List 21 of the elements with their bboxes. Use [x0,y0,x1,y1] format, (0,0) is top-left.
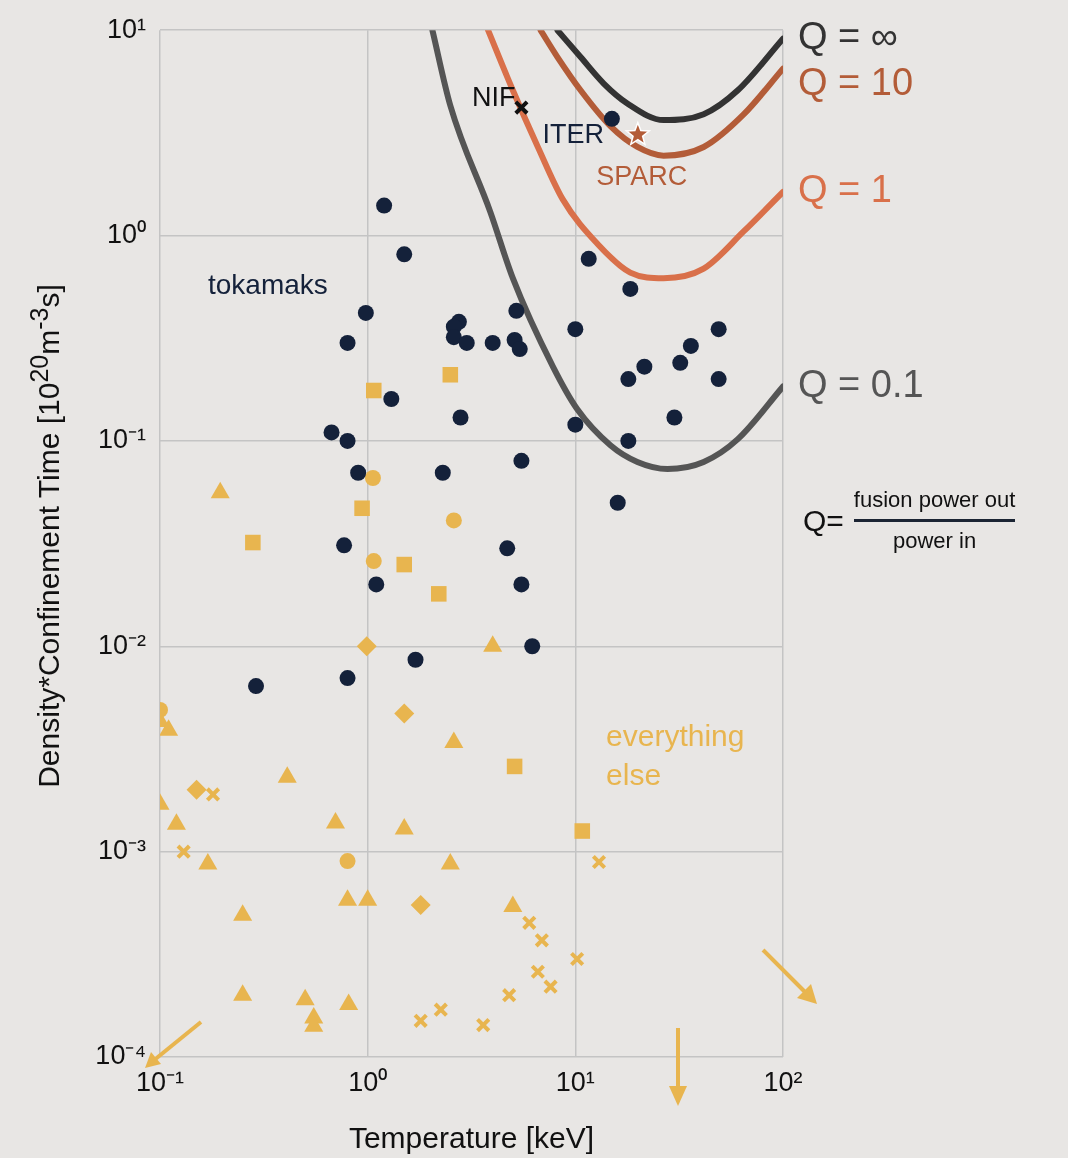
series-label: Q = 1 [798,168,892,211]
text: fusion power out [853,487,1016,522]
series-label: ITER [542,118,604,149]
series-label: tokamaks [207,269,328,301]
y-tick-label: 10¹ [106,13,146,44]
text: everything else [606,718,745,791]
y-tick-label: 10⁻¹ [97,424,146,455]
y-tick-label: 10⁰ [106,219,146,250]
x-axis-title: Temperature [keV] [348,1121,595,1155]
y-tick-label: 10⁻² [97,629,146,660]
x-tick-label: 10² [763,1066,803,1097]
series-label: Q = ∞ [798,15,898,58]
y-tick-label: 10⁻³ [97,835,146,866]
series-label: SPARC [596,160,688,191]
x-tick-label: 10¹ [555,1066,595,1097]
series-label: Q = 10 [798,61,914,104]
text: power in [893,527,977,554]
series-label: NIF [471,81,516,112]
series-label: Q = 0.1 [798,363,924,406]
x-tick-label: 10⁰ [348,1066,388,1097]
text: Q= [803,503,844,538]
